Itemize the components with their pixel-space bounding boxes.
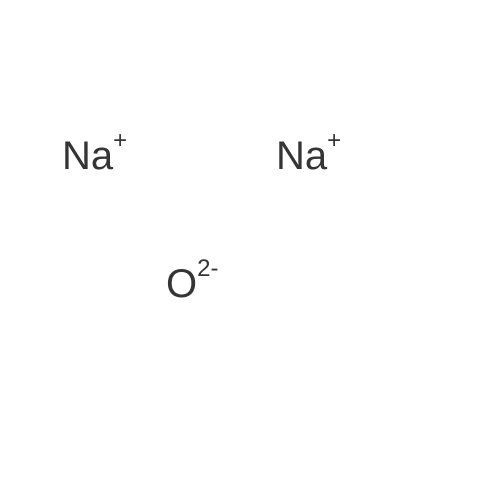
ion-sodium-right: Na+ [276,134,341,179]
ion-charge: + [113,127,127,154]
element-symbol: O [166,262,197,306]
element-symbol: Na [62,134,113,178]
ion-charge: + [327,127,341,154]
element-symbol: Na [276,134,327,178]
ion-oxide: O2- [166,262,218,307]
ion-charge: 2- [197,255,218,282]
ion-sodium-left: Na+ [62,134,127,179]
